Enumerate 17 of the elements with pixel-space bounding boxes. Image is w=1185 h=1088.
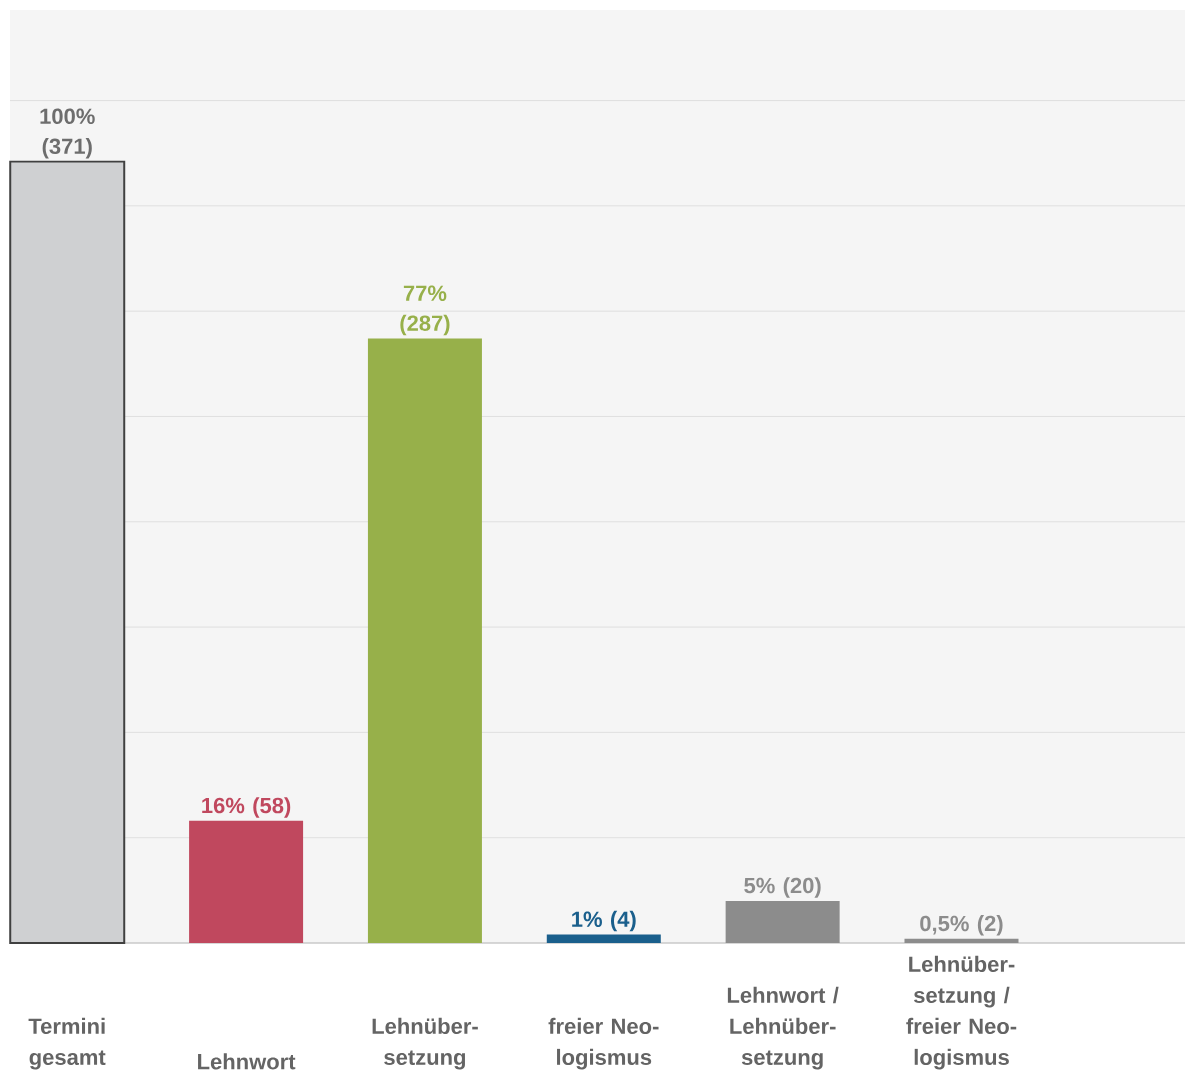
data-label: 5% (20)	[744, 877, 821, 898]
data-label: 0,5% (2)	[920, 915, 1003, 936]
data-label: 77% (287)	[400, 285, 450, 336]
x-tick-label: Lehnwort / Lehnüber-setzung	[727, 986, 839, 1070]
data-label: 16% (58)	[202, 797, 291, 818]
bar	[367, 338, 482, 943]
bar	[546, 934, 661, 943]
x-tick-label: Lehnwort	[198, 1053, 296, 1070]
data-label: 1% (4)	[572, 910, 636, 932]
bar	[904, 938, 1019, 943]
data-label: 100% (371)	[40, 108, 95, 159]
x-tick-label: Lehnüber-setzung / freier Neo-logismus	[906, 955, 1017, 1070]
bar	[725, 900, 840, 943]
x-tick-label: Termini gesamt	[28, 1017, 106, 1070]
bar	[189, 820, 304, 943]
x-tick-label: freier Neo-logismus	[548, 1017, 659, 1070]
x-tick-label: Lehnüber-setzung	[372, 1017, 478, 1070]
